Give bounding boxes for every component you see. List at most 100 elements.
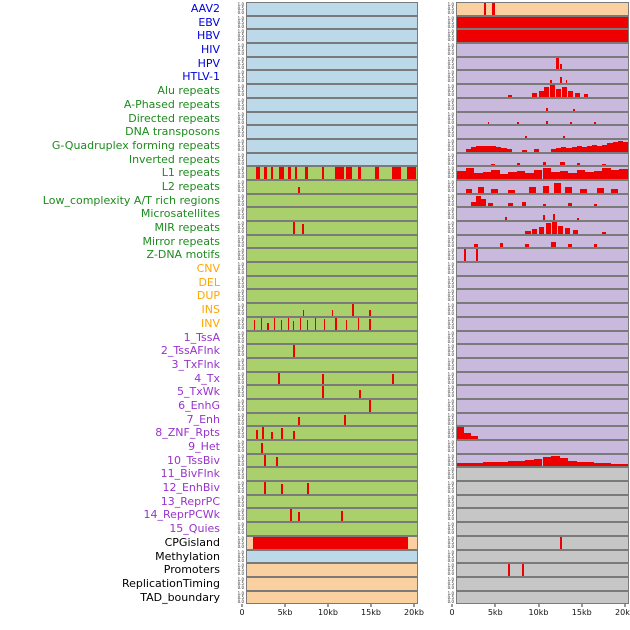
signal-bar	[267, 322, 269, 330]
signal-bar	[525, 136, 528, 138]
y-axis-tick-labels: 1.0 0.5 0.0	[224, 440, 246, 454]
y-tick-label: 0.0	[237, 92, 244, 98]
y-tick-label: 1.0	[447, 2, 454, 7]
y-tick-label: 1.0	[447, 563, 454, 569]
track-panel-right	[456, 453, 629, 468]
y-tick-label: 0.0	[447, 174, 454, 180]
track-label: EBV	[198, 15, 220, 29]
signal-bar	[583, 94, 588, 97]
y-axis-tick-labels: 1.0 0.5 0.0	[224, 207, 246, 221]
track-panel-right	[456, 166, 629, 180]
track-label: Microsatellites	[140, 207, 220, 221]
y-tick-label: 0.5	[447, 266, 454, 272]
signal-bar	[359, 389, 362, 398]
signal-bar	[565, 80, 568, 84]
y-tick-label: 1.0	[237, 111, 244, 117]
x-tick-label: 10kb	[318, 608, 338, 618]
signal-bar	[281, 428, 284, 439]
y-tick-label: 1.0	[237, 303, 244, 309]
signal-bar	[482, 462, 492, 467]
signal-bar	[561, 147, 567, 152]
signal-bar	[343, 414, 346, 426]
y-tick-label: 0.0	[237, 187, 244, 193]
signal-bar	[477, 186, 485, 193]
y-axis-tick-labels: 1.0 0.5 0.0	[418, 139, 456, 153]
y-tick-label: 0.5	[237, 142, 244, 148]
track-row: MIR repeats 1.0 0.5 0.0 1.0 0.5 0.0	[0, 221, 630, 235]
y-tick-label: 1.0	[237, 522, 244, 528]
signal-bar	[292, 321, 295, 330]
x-tick-mark	[451, 604, 453, 608]
y-tick-label: 1.0	[237, 549, 244, 555]
y-axis-tick-labels: 1.0 0.5 0.0	[418, 372, 456, 386]
y-tick-label: 0.5	[237, 334, 244, 340]
signal-bar	[568, 203, 572, 207]
y-tick-label: 0.0	[447, 133, 454, 139]
signal-bar	[562, 87, 568, 97]
track-row: G-Quadruplex forming repeats 1.0 0.5 0.0 1.0…	[0, 138, 630, 153]
y-axis-tick-labels: 1.0 0.5 0.0	[418, 303, 456, 317]
track-panel-left	[246, 166, 418, 180]
y-axis-tick-labels: 1.0 0.5 0.0	[224, 372, 246, 386]
signal-bar	[332, 309, 334, 316]
y-axis-tick-labels: 1.0 0.5 0.0	[224, 98, 246, 112]
y-tick-label: 0.0	[237, 270, 244, 276]
y-tick-label: 1.0	[237, 2, 244, 7]
y-tick-label: 1.0	[237, 221, 244, 226]
y-tick-label: 1.0	[447, 357, 454, 363]
signal-bar	[602, 144, 608, 152]
y-tick-label: 1.0	[237, 344, 244, 350]
y-tick-label: 0.5	[447, 211, 454, 217]
y-tick-label: 0.5	[447, 101, 454, 107]
track-panel-right	[456, 84, 629, 98]
y-tick-label: 1.0	[447, 412, 454, 418]
y-tick-label: 0.5	[237, 197, 244, 203]
y-axis-tick-labels: 1.0 0.5 0.0	[418, 98, 456, 112]
y-tick-label: 0.5	[447, 361, 454, 367]
signal-bar	[470, 147, 476, 152]
signal-bar	[516, 170, 526, 179]
track-panel-right	[456, 316, 629, 331]
signal-bar	[315, 317, 317, 330]
y-axis-tick-labels: 1.0 0.5 0.0	[224, 563, 246, 577]
track-label: 15_Quies	[169, 522, 220, 536]
y-tick-label: 0.0	[447, 516, 454, 522]
signal-bar	[516, 122, 519, 125]
y-axis-tick-labels: 1.0 0.5 0.0	[224, 194, 246, 208]
y-tick-label: 0.0	[237, 352, 244, 358]
y-tick-label: 0.0	[237, 571, 244, 577]
track-row: 6_EnhG 1.0 0.5 0.0 1.0 0.5 0.0	[0, 398, 630, 413]
signal-bar	[475, 146, 481, 152]
y-axis-tick-labels: 1.0 0.5 0.0	[418, 194, 456, 208]
track-row: DUP 1.0 0.5 0.0 1.0 0.5 0.0	[0, 289, 630, 304]
y-axis-tick-labels: 1.0 0.5 0.0	[418, 16, 456, 30]
track-label: HTLV-1	[182, 70, 220, 84]
y-tick-label: 0.0	[447, 543, 454, 549]
x-tick-mark	[413, 604, 415, 608]
y-tick-label: 0.5	[237, 225, 244, 230]
y-tick-label: 0.0	[447, 448, 454, 453]
signal-bar	[508, 564, 511, 576]
signal-bar	[602, 163, 606, 166]
signal-bar	[474, 243, 478, 248]
y-axis-tick-labels: 1.0 0.5 0.0	[224, 303, 246, 317]
track-panel-left	[246, 84, 418, 98]
y-tick-label: 0.0	[447, 229, 454, 234]
y-tick-label: 0.5	[447, 539, 454, 545]
track-row: L1 repeats 1.0 0.5 0.0 1.0 0.5 0.0	[0, 166, 630, 180]
y-tick-label: 1.0	[447, 453, 454, 459]
track-row: 3_TxFlnk 1.0 0.5 0.0 1.0 0.5 0.0	[0, 357, 630, 372]
track-panel-right	[456, 179, 629, 194]
y-tick-label: 0.5	[447, 402, 454, 408]
y-tick-label: 0.5	[237, 156, 244, 162]
signal-bar	[559, 458, 569, 467]
track-row: 8_ZNF_Rpts 1.0 0.5 0.0 1.0 0.5 0.0	[0, 426, 630, 440]
y-tick-label: 0.5	[447, 74, 454, 80]
y-tick-label: 1.0	[447, 467, 454, 473]
y-tick-label: 1.0	[447, 275, 454, 281]
y-tick-label: 0.5	[237, 430, 244, 436]
y-tick-label: 0.5	[447, 129, 454, 135]
signal-bar	[551, 222, 558, 234]
y-tick-label: 1.0	[447, 207, 454, 213]
